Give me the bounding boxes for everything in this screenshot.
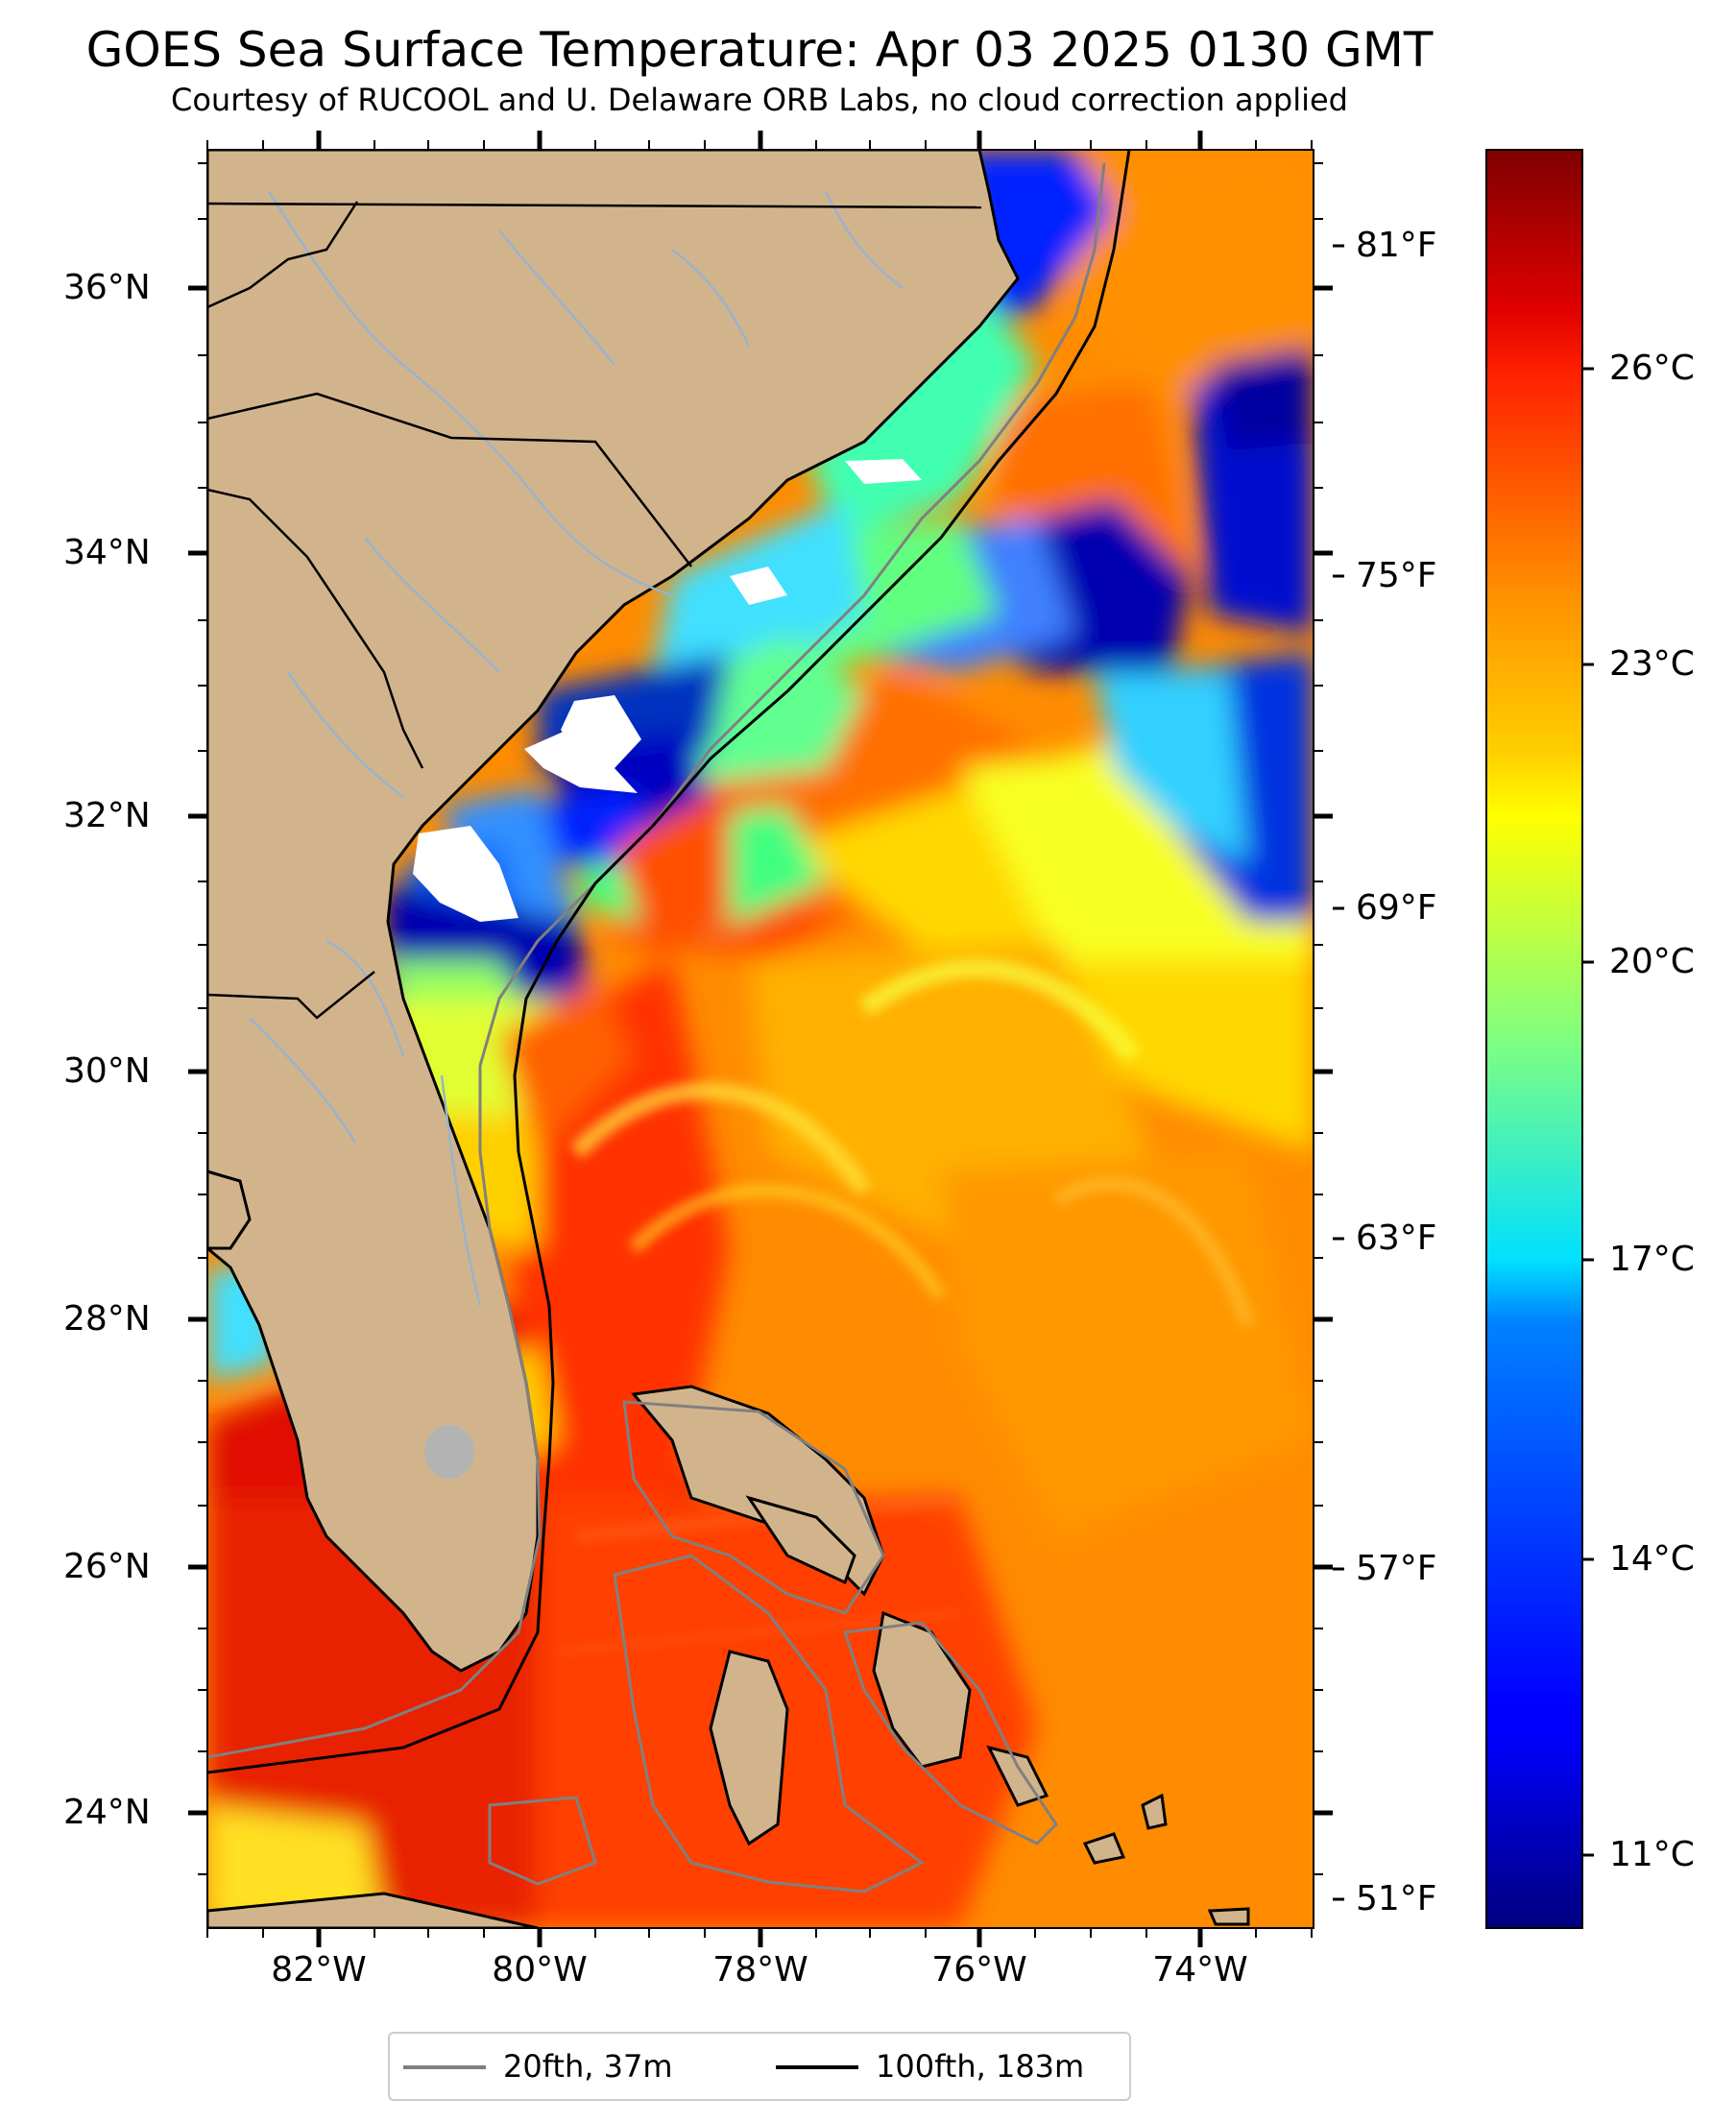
degc-label-23: 23°C: [1609, 644, 1695, 684]
lat-label-28n: 28°N: [63, 1299, 151, 1339]
degf-label-81: 81°F: [1356, 226, 1437, 265]
lat-label-36n: 36°N: [63, 268, 151, 307]
minor-ticks: [198, 140, 1323, 1938]
degf-label-75: 75°F: [1356, 556, 1437, 595]
map-plot-area: [207, 150, 1314, 1928]
degc-label-11: 11°C: [1609, 1835, 1695, 1874]
legend-swatch-100fth: [776, 2065, 858, 2069]
isobath-20fth: [207, 162, 1106, 1759]
fahrenheit-ticks: [1333, 244, 1344, 1901]
land-mass: [207, 150, 1250, 1928]
isobath-100fth: [207, 150, 1131, 1774]
state-borders: [207, 201, 982, 1020]
lon-ticks-bottom: [316, 1928, 1203, 1947]
lat-ticks-left: [188, 285, 207, 1816]
lat-label-26n: 26°N: [63, 1547, 151, 1586]
colorbar: [1485, 149, 1583, 1929]
lat-label-34n: 34°N: [63, 533, 151, 572]
map-subtitle: Courtesy of RUCOOL and U. Delaware ORB L…: [171, 82, 1348, 118]
degf-label-63: 63°F: [1356, 1218, 1437, 1258]
lon-label-74w: 74°W: [1152, 1950, 1248, 1990]
isobath-legend: 20fth, 37m 100fth, 183m: [388, 2032, 1131, 2101]
lat-ticks-right: [1314, 285, 1333, 1816]
lake-okeechobee: [424, 1425, 474, 1479]
degc-label-17: 17°C: [1609, 1240, 1695, 1279]
colorbar-ticks-c: [1582, 367, 1594, 1857]
degf-label-69: 69°F: [1356, 888, 1437, 928]
lat-label-30n: 30°N: [63, 1051, 151, 1091]
degc-label-26: 26°C: [1609, 349, 1695, 388]
lat-label-24n: 24°N: [63, 1793, 151, 1832]
legend-label-100fth: 100fth, 183m: [876, 2048, 1085, 2085]
map-title: GOES Sea Surface Temperature: Apr 03 202…: [85, 22, 1434, 78]
legend-swatch-20fth: [403, 2065, 486, 2069]
lon-ticks-top: [316, 131, 1203, 150]
degc-label-14: 14°C: [1609, 1539, 1695, 1579]
rivers: [249, 191, 904, 1307]
degc-label-20: 20°C: [1609, 942, 1695, 981]
bahamas-isobaths: [488, 1400, 1058, 1894]
lat-label-32n: 32°N: [63, 796, 151, 835]
degf-label-51: 51°F: [1356, 1879, 1437, 1918]
cloud-mask: [413, 269, 999, 922]
lon-label-80w: 80°W: [492, 1950, 588, 1990]
degf-label-57: 57°F: [1356, 1549, 1437, 1588]
lon-label-78w: 78°W: [712, 1950, 808, 1990]
lon-label-82w: 82°W: [271, 1950, 367, 1990]
lon-label-76w: 76°W: [931, 1950, 1027, 1990]
legend-label-20fth: 20fth, 37m: [503, 2048, 673, 2085]
